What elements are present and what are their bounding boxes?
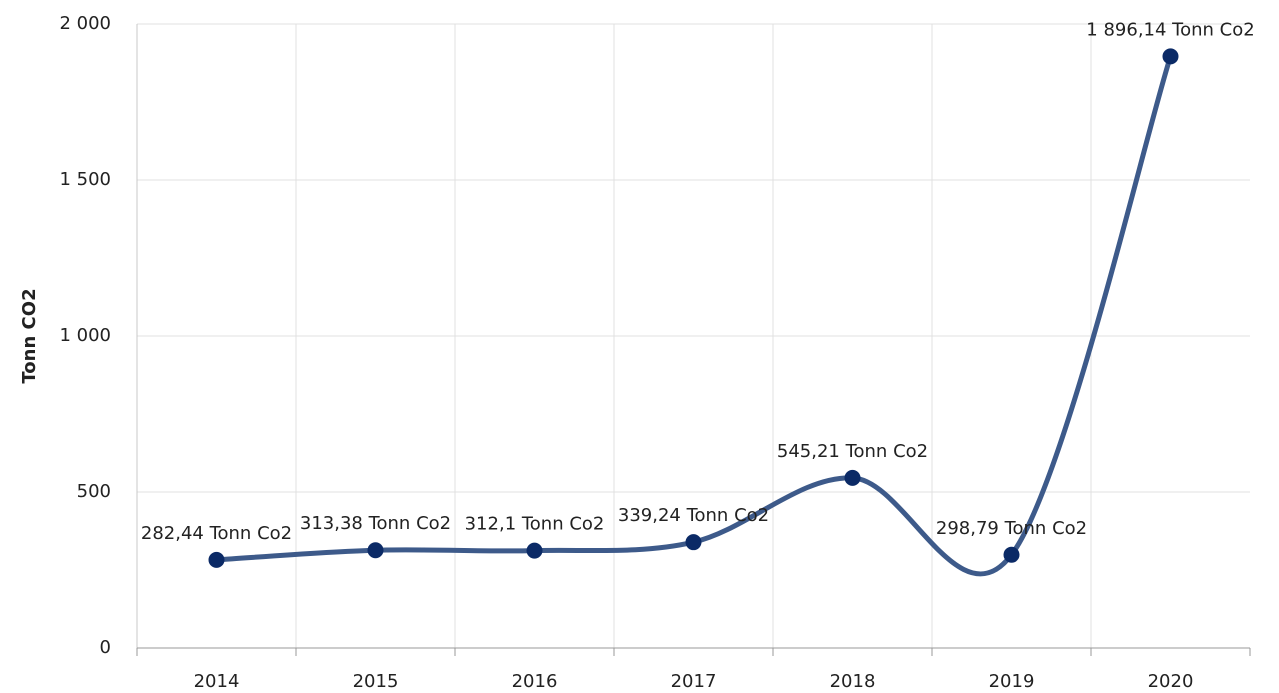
x-tick-label: 2019 [989,671,1035,692]
y-tick-label: 1 500 [59,169,111,190]
x-tick-label: 2015 [353,671,399,692]
data-label: 339,24 Tonn Co2 [618,505,769,526]
y-tick-label: 1 000 [59,325,111,346]
data-label: 313,38 Tonn Co2 [300,513,451,534]
point [208,551,225,568]
point [526,542,543,559]
data-label: 312,1 Tonn Co2 [465,514,605,535]
x-tick-label: 2017 [671,671,717,692]
point [367,542,384,559]
point [685,534,702,551]
x-tick-label: 2016 [512,671,558,692]
y-axis-label: Tonn CO2 [19,288,40,383]
y-tick-label: 500 [77,481,111,502]
x-tick-label: 2020 [1148,671,1194,692]
data-label: 298,79 Tonn Co2 [936,518,1087,539]
data-label: 282,44 Tonn Co2 [141,523,292,544]
x-tick-label: 2014 [194,671,240,692]
x-tick-label: 2018 [830,671,876,692]
point [1162,48,1179,65]
y-tick-label: 0 [100,637,111,658]
line [214,53,1173,577]
point [1003,546,1020,563]
y-tick-label: 2 000 [59,13,111,34]
data-label: 1 896,14 Tonn Co2 [1086,19,1254,40]
point [844,469,861,486]
data-label: 545,21 Tonn Co2 [777,441,928,462]
